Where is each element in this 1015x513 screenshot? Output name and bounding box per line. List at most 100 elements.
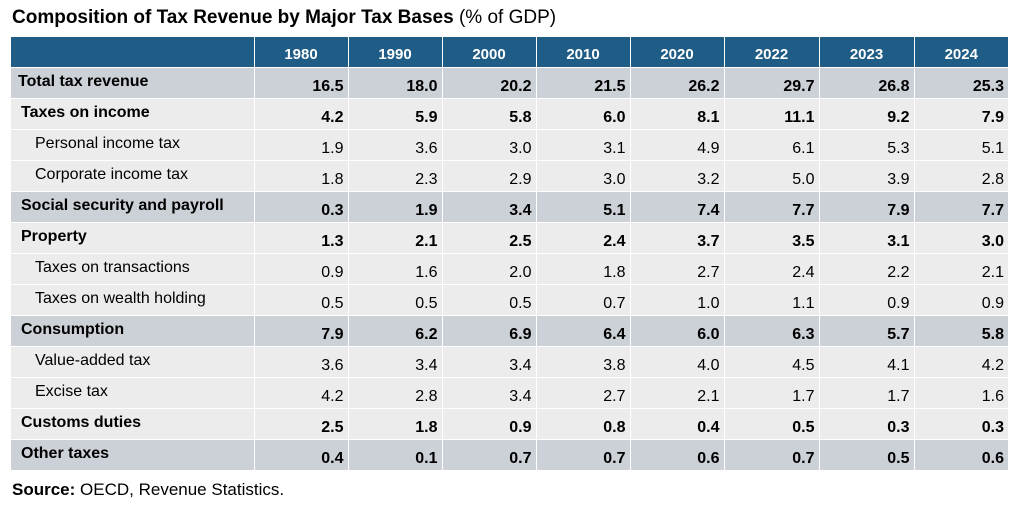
value-cell: 29.7 (724, 66, 820, 98)
value-cell: 2.9 (442, 159, 537, 191)
value-cell: 7.9 (254, 314, 349, 346)
table-header: 1980 1990 2000 2010 2020 2022 2023 2024 (11, 37, 1008, 67)
value-cell: 5.3 (819, 128, 915, 160)
value-cell: 4.1 (819, 345, 915, 377)
value-cell: 26.8 (819, 66, 915, 98)
value-cell: 3.6 (348, 128, 443, 160)
row-label: Taxes on wealth holding (11, 283, 255, 315)
table-row: Other taxes 0.4 0.1 0.7 0.7 0.6 0.7 0.5 0.6 (11, 438, 1008, 470)
value-cell: 16.5 (254, 66, 349, 98)
table-row: Total tax revenue 16.5 18.0 20.2 21.5 26.2 29.… (11, 66, 1008, 98)
value-cell: 2.5 (442, 221, 537, 253)
value-cell: 6.0 (630, 314, 725, 346)
value-cell: 6.4 (536, 314, 631, 346)
value-cell: 0.9 (914, 283, 1008, 315)
value-cell: 2.0 (442, 252, 537, 284)
value-cell: 0.7 (442, 438, 537, 470)
table-row: Property 1.3 2.1 2.5 2.4 3.7 3.5 3.1 3.0 (11, 221, 1008, 253)
tax-revenue-table: 1980 1990 2000 2010 2020 2022 2023 2024 Total t… (11, 37, 1008, 470)
value-cell: 4.2 (254, 376, 349, 408)
value-cell: 5.7 (819, 314, 915, 346)
value-cell: 25.3 (914, 66, 1008, 98)
value-cell: 1.3 (254, 221, 349, 253)
value-cell: 4.2 (254, 97, 349, 129)
row-label: Customs duties (11, 407, 255, 439)
value-cell: 3.4 (348, 345, 443, 377)
value-cell: 0.6 (914, 438, 1008, 470)
value-cell: 0.6 (630, 438, 725, 470)
source-note: Source: OECD, Revenue Statistics. (12, 480, 284, 500)
value-cell: 4.9 (630, 128, 725, 160)
value-cell: 1.9 (348, 190, 443, 222)
value-cell: 0.4 (630, 407, 725, 439)
table-row: Consumption 7.9 6.2 6.9 6.4 6.0 6.3 5.7 5.8 (11, 314, 1008, 346)
row-label: Excise tax (11, 376, 255, 408)
value-cell: 18.0 (348, 66, 443, 98)
value-cell: 4.2 (914, 345, 1008, 377)
header-row: 1980 1990 2000 2010 2020 2022 2023 2024 (11, 37, 1008, 67)
value-cell: 6.2 (348, 314, 443, 346)
column-header-1980: 1980 (254, 37, 349, 67)
source-text: OECD, Revenue Statistics. (75, 480, 285, 499)
value-cell: 2.7 (630, 252, 725, 284)
value-cell: 0.8 (536, 407, 631, 439)
value-cell: 3.0 (442, 128, 537, 160)
column-header-2000: 2000 (442, 37, 537, 67)
table-row: Value-added tax 3.6 3.4 3.4 3.8 4.0 4.5 4.1 4.2 (11, 345, 1008, 377)
value-cell: 6.0 (536, 97, 631, 129)
value-cell: 5.8 (442, 97, 537, 129)
value-cell: 3.4 (442, 376, 537, 408)
value-cell: 2.3 (348, 159, 443, 191)
value-cell: 2.7 (536, 376, 631, 408)
value-cell: 0.5 (819, 438, 915, 470)
value-cell: 0.3 (254, 190, 349, 222)
value-cell: 1.7 (724, 376, 820, 408)
chart-title-unit: (% of GDP) (453, 7, 557, 28)
value-cell: 0.1 (348, 438, 443, 470)
value-cell: 0.7 (536, 283, 631, 315)
table-row: Excise tax 4.2 2.8 3.4 2.7 2.1 1.7 1.7 1.6 (11, 376, 1008, 408)
chart-title: Composition of Tax Revenue by Major Tax … (12, 7, 556, 29)
row-label: Personal income tax (11, 128, 255, 160)
value-cell: 0.7 (536, 438, 631, 470)
value-cell: 3.4 (442, 345, 537, 377)
value-cell: 6.3 (724, 314, 820, 346)
source-label: Source: (12, 480, 76, 499)
value-cell: 3.5 (724, 221, 820, 253)
table-row: Corporate income tax 1.8 2.3 2.9 3.0 3.2 5.0 3.… (11, 159, 1008, 191)
value-cell: 2.1 (914, 252, 1008, 284)
value-cell: 0.4 (254, 438, 349, 470)
value-cell: 3.7 (630, 221, 725, 253)
value-cell: 1.0 (630, 283, 725, 315)
value-cell: 2.1 (348, 221, 443, 253)
row-label: Other taxes (11, 438, 255, 470)
column-header-2022: 2022 (724, 37, 820, 67)
value-cell: 21.5 (536, 66, 631, 98)
value-cell: 0.5 (254, 283, 349, 315)
value-cell: 5.9 (348, 97, 443, 129)
value-cell: 3.1 (536, 128, 631, 160)
row-label: Social security and payroll (11, 190, 255, 222)
value-cell: 0.5 (724, 407, 820, 439)
value-cell: 3.0 (536, 159, 631, 191)
value-cell: 1.1 (724, 283, 820, 315)
row-label: Taxes on income (11, 97, 255, 129)
value-cell: 2.8 (914, 159, 1008, 191)
value-cell: 3.9 (819, 159, 915, 191)
value-cell: 6.9 (442, 314, 537, 346)
value-cell: 0.5 (348, 283, 443, 315)
value-cell: 3.4 (442, 190, 537, 222)
value-cell: 3.8 (536, 345, 631, 377)
value-cell: 0.3 (819, 407, 915, 439)
value-cell: 11.1 (724, 97, 820, 129)
value-cell: 6.1 (724, 128, 820, 160)
chart-title-main: Composition of Tax Revenue by Major Tax … (12, 7, 454, 28)
value-cell: 8.1 (630, 97, 725, 129)
value-cell: 3.2 (630, 159, 725, 191)
table-row: Customs duties 2.5 1.8 0.9 0.8 0.4 0.5 0.3 0.3 (11, 407, 1008, 439)
table-row: Taxes on income 4.2 5.9 5.8 6.0 8.1 11.1 9.2 7.9 (11, 97, 1008, 129)
value-cell: 1.8 (254, 159, 349, 191)
value-cell: 1.7 (819, 376, 915, 408)
column-header-2010: 2010 (536, 37, 631, 67)
value-cell: 2.4 (724, 252, 820, 284)
